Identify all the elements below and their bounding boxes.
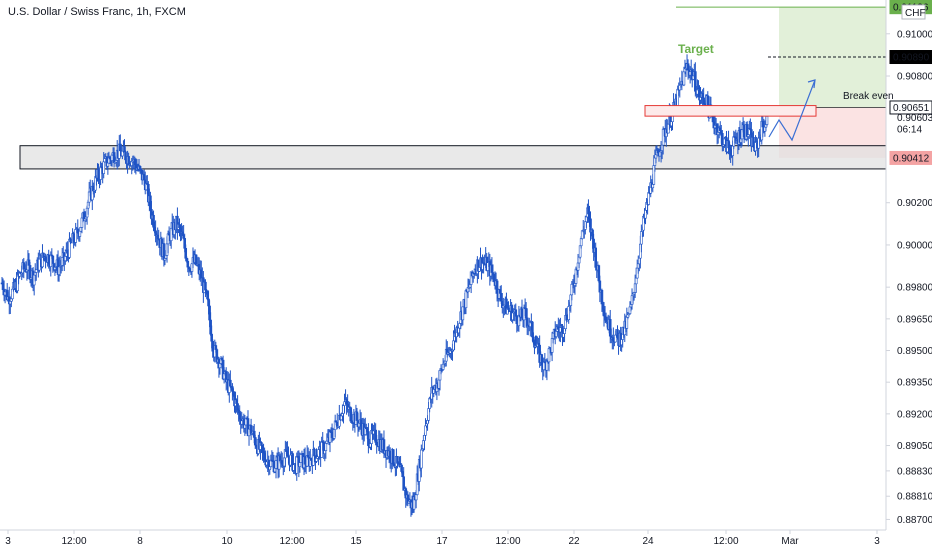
candle: [68, 232, 71, 260]
candle-body: [78, 230, 82, 237]
countdown-label: 06:14: [897, 125, 922, 136]
candle-body: [102, 161, 106, 174]
break-even-annotation: Break even: [843, 91, 894, 102]
candle-body: [594, 247, 598, 268]
candle-body: [298, 462, 302, 467]
x-tick-label: 10: [221, 536, 233, 547]
candle-body: [315, 458, 318, 462]
resistance-zone-box: [644, 105, 817, 117]
candle-body: [204, 281, 207, 291]
y-tick-label: 0.90000: [897, 240, 932, 251]
x-tick-label: 12:00: [495, 536, 520, 547]
x-tick-label: 15: [350, 536, 362, 547]
candle-body: [229, 379, 232, 387]
candle-body: [51, 255, 55, 264]
entry-price-tag-bg: [889, 100, 932, 115]
y-tick-label: 0.88700: [897, 515, 932, 526]
y-tick-label: 0.89200: [897, 409, 932, 420]
currency-badge-label: CHF: [905, 8, 926, 19]
candle: [249, 418, 253, 441]
y-tick-label: 0.90200: [897, 198, 932, 209]
entry-price-tag-text: 0.90651: [893, 103, 930, 114]
x-tick-label: 12:00: [713, 536, 738, 547]
y-tick-label: 0.89350: [897, 378, 932, 389]
candle-body: [313, 448, 316, 457]
break-even-price-tag-bg: [889, 50, 932, 65]
break-even-price-tag-text: 0.90890: [893, 53, 930, 64]
y-tick-label: 0.88830: [897, 466, 932, 477]
stop-price-tag-bg: [889, 150, 932, 165]
candle-body: [647, 192, 650, 205]
candle-body: [514, 309, 518, 317]
target-annotation: Target: [678, 42, 714, 56]
chart-annotations: [644, 6, 886, 142]
candle-body: [99, 166, 102, 180]
candle-body: [616, 329, 619, 336]
projection-arrowhead: [807, 79, 816, 89]
current-price-label: 0.90603: [897, 113, 932, 124]
x-tick-label: 8: [137, 536, 143, 547]
x-tick-label: 22: [568, 536, 580, 547]
x-tick-label: 3: [5, 536, 11, 547]
x-tick-label: Mar: [781, 536, 799, 547]
candle-body: [742, 124, 746, 138]
y-tick-label: 0.90800: [897, 72, 932, 83]
chart-title: U.S. Dollar / Swiss Franc, 1h, FXCM: [8, 6, 186, 18]
x-tick-label: 12:00: [279, 536, 304, 547]
break-even-price-tag: 0.90890: [889, 50, 932, 65]
x-tick-label: 17: [436, 536, 448, 547]
candle-body: [38, 258, 41, 271]
x-tick-label: 3: [874, 536, 880, 547]
candle-body: [392, 449, 395, 465]
stop-price-tag-text: 0.90412: [893, 153, 930, 164]
projection-path: [768, 79, 816, 142]
candle-body: [274, 460, 278, 469]
candle-body: [388, 450, 392, 462]
x-tick-label: 24: [642, 536, 654, 547]
y-tick-label: 0.89500: [897, 346, 932, 357]
candle-body: [634, 277, 638, 285]
candle-body: [765, 116, 769, 125]
x-tick-label: 12:00: [61, 536, 86, 547]
y-tick-label: 0.89650: [897, 314, 932, 325]
y-tick-label: 0.89800: [897, 283, 932, 294]
candle-series: [0, 54, 769, 517]
y-tick-label: 0.91000: [897, 29, 932, 40]
currency-badge[interactable]: [901, 4, 926, 20]
candle-body: [34, 269, 38, 273]
candle: [402, 467, 405, 491]
stop-price-tag: 0.90412: [889, 150, 932, 165]
entry-price-tag: 0.90651: [889, 100, 932, 115]
candle-body: [651, 184, 655, 189]
candle-body: [420, 449, 423, 469]
candle-body: [400, 464, 403, 472]
y-tick-label: 0.88810: [897, 492, 932, 503]
y-tick-label: 0.89050: [897, 441, 932, 452]
